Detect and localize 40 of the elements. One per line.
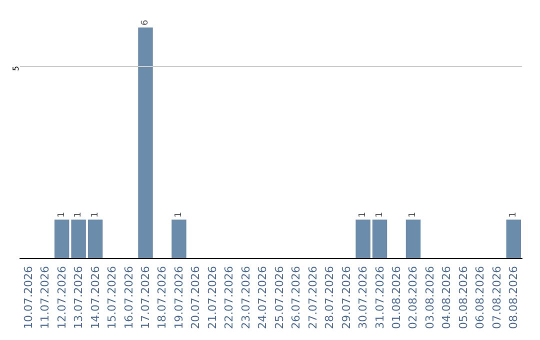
- x-tick-label: 10.07.2026: [22, 266, 35, 330]
- x-tick-label: 02.08.2026: [406, 266, 420, 330]
- x-tick-label: 03.08.2026: [423, 266, 436, 330]
- x-tick-label: 04.08.2026: [440, 266, 454, 330]
- x-tick-label: 13.07.2026: [72, 266, 86, 330]
- x-tick-label: 20.07.2026: [189, 266, 202, 330]
- data-label: 1: [74, 212, 84, 218]
- data-label: 6: [140, 20, 150, 26]
- x-tick-label: 26.07.2026: [290, 266, 303, 330]
- x-tick-label: 19.07.2026: [172, 266, 186, 330]
- x-tick-label: 06.08.2026: [474, 266, 487, 330]
- data-label: 1: [408, 212, 418, 218]
- data-label: 1: [358, 212, 368, 218]
- x-tick-label: 17.07.2026: [139, 266, 152, 330]
- x-tick-label: 15.07.2026: [106, 266, 119, 330]
- data-label: 1: [374, 212, 385, 218]
- x-tick-label: 23.07.2026: [239, 266, 252, 330]
- x-tick-label: 25.07.2026: [272, 266, 286, 330]
- x-tick-label: 16.07.2026: [122, 266, 136, 330]
- x-tick-label: 24.07.2026: [256, 266, 270, 330]
- x-tick-label: 11.07.2026: [38, 266, 52, 330]
- data-label: 1: [508, 212, 519, 218]
- data-label: 1: [90, 212, 100, 218]
- x-tick-label: 12.07.2026: [55, 266, 68, 330]
- x-tick-label: 14.07.2026: [88, 266, 102, 330]
- ref-line-label: 5: [12, 66, 20, 72]
- x-tick-label: 30.07.2026: [356, 266, 370, 330]
- x-tick-label: 27.07.2026: [306, 266, 320, 330]
- x-tick-label: 05.08.2026: [456, 266, 470, 330]
- data-label: 1: [56, 212, 67, 218]
- x-tick-label: 08.08.2026: [507, 266, 520, 330]
- data-label: 1: [174, 212, 184, 218]
- x-tick-label: 01.08.2026: [390, 266, 403, 330]
- x-tick-label: 21.07.2026: [206, 266, 219, 330]
- x-tick-label: 18.07.2026: [156, 266, 169, 330]
- x-tick-label: 22.07.2026: [222, 266, 236, 330]
- x-tick-label: 31.07.2026: [373, 266, 386, 330]
- x-tick-label: 28.07.2026: [323, 266, 336, 330]
- x-tick-label: 29.07.2026: [340, 266, 353, 330]
- x-tick-label: 07.08.2026: [490, 266, 504, 330]
